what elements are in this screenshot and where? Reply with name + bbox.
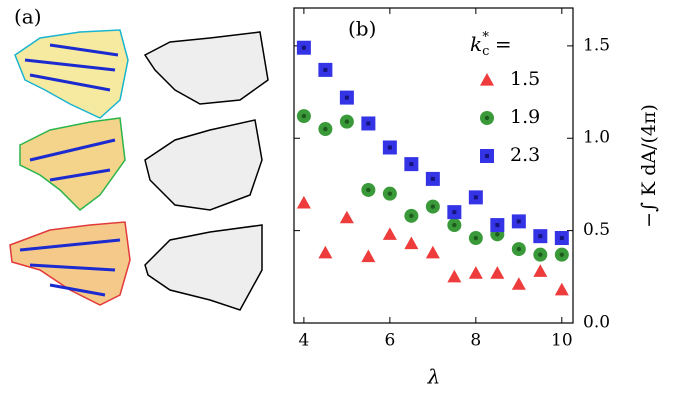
- y-tick-label: 1.0: [583, 128, 610, 148]
- data-point: [512, 277, 526, 290]
- colored-mesh: [10, 222, 130, 305]
- y-tick-label: 1.5: [583, 35, 610, 55]
- marker-center: [345, 119, 349, 123]
- figure: (a) (b) λ −∫ K dA/(4π) kc* = 4 6 8 10 0.0 0.5 1…: [0, 0, 674, 393]
- page: {"panel_a_label": "(a)", "chart_data": {…: [0, 0, 674, 397]
- data-point: [297, 196, 311, 209]
- data-point: [555, 283, 569, 296]
- marker-center: [474, 236, 478, 240]
- legend-label: 1.5: [510, 68, 540, 90]
- marker-center: [409, 162, 413, 166]
- data-point: [383, 227, 397, 240]
- data-point: [469, 266, 483, 279]
- data-point: [426, 246, 440, 259]
- data-point: [361, 249, 375, 262]
- gray-mesh: [145, 225, 262, 310]
- marker-center: [323, 68, 327, 72]
- marker-center: [366, 188, 370, 192]
- marker-center: [560, 236, 564, 240]
- x-tick-label: 10: [551, 331, 573, 351]
- mesh-images: [10, 30, 268, 310]
- panel-label: (a): [14, 5, 42, 29]
- data-point: [447, 270, 461, 283]
- colored-mesh: [20, 118, 125, 210]
- legend-label: 1.9: [510, 106, 540, 128]
- marker-center: [538, 234, 542, 238]
- legend-marker: [480, 73, 494, 86]
- marker-center: [485, 154, 489, 158]
- marker-center: [302, 114, 306, 118]
- marker-center: [366, 121, 370, 125]
- marker-center: [409, 214, 413, 218]
- panel-label: (b): [348, 17, 376, 41]
- x-axis-label: λ: [427, 365, 441, 389]
- marker-center: [495, 232, 499, 236]
- data-point: [318, 246, 332, 259]
- x-tick-label: 8: [470, 331, 481, 351]
- marker-center: [474, 195, 478, 199]
- marker-center: [495, 223, 499, 227]
- legend-title-base: k: [470, 32, 482, 56]
- data-point: [340, 211, 354, 224]
- marker-center: [431, 177, 435, 181]
- legend-title-sub: c: [482, 44, 489, 59]
- data-point: [533, 264, 547, 277]
- marker-center: [323, 127, 327, 131]
- data-point: [490, 266, 504, 279]
- y-axis-label: −∫ K dA/(4π): [638, 104, 660, 228]
- marker-center: [485, 116, 489, 120]
- marker-center: [538, 252, 542, 256]
- data-point: [404, 237, 418, 250]
- marker-center: [302, 46, 306, 50]
- legend-label: 2.3: [510, 144, 540, 166]
- legend-title-rest: =: [495, 32, 512, 56]
- gray-mesh: [145, 32, 268, 104]
- gray-mesh: [145, 120, 262, 210]
- x-tick-label: 4: [298, 331, 309, 351]
- y-tick-label: 0.5: [583, 220, 610, 240]
- y-tick-label: 0.0: [583, 313, 610, 333]
- legend-title: kc* =: [470, 30, 512, 59]
- marker-center: [452, 210, 456, 214]
- legend-title-sup: *: [482, 30, 489, 45]
- marker-center: [388, 145, 392, 149]
- marker-center: [431, 204, 435, 208]
- marker-center: [388, 191, 392, 195]
- marker-center: [452, 223, 456, 227]
- marker-center: [517, 247, 521, 251]
- x-tick-label: 6: [384, 331, 395, 351]
- marker-center: [345, 96, 349, 100]
- marker-center: [517, 219, 521, 223]
- marker-center: [560, 252, 564, 256]
